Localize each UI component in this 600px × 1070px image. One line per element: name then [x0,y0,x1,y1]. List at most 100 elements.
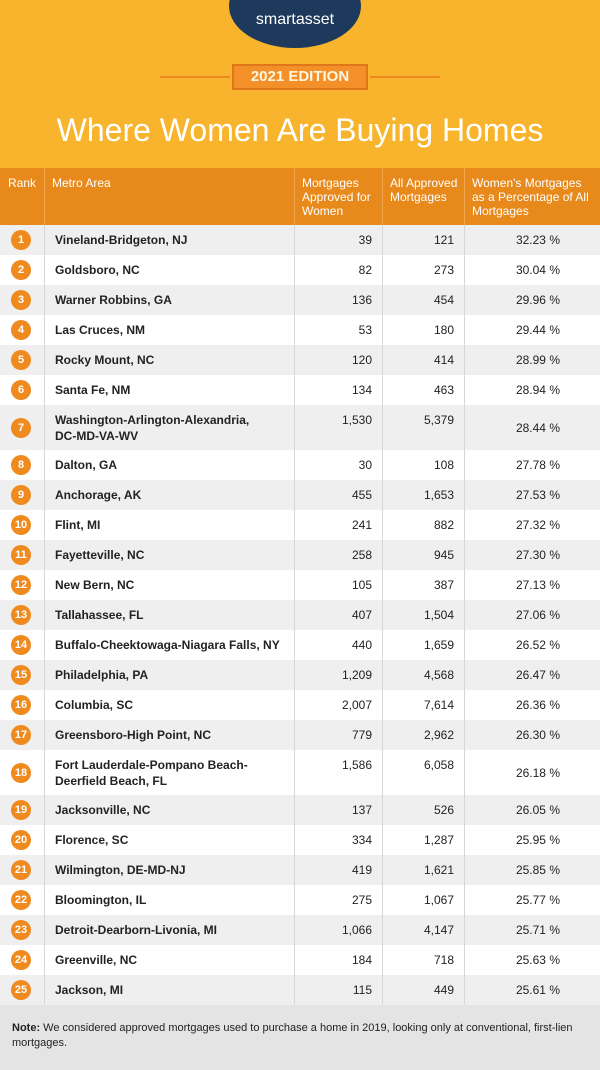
number-cell: 1,504 [382,600,464,630]
number: 108 [433,458,454,472]
metro-cell: Bloomington, IL [44,885,294,915]
number-cell: 120 [294,345,382,375]
rank-badge: 17 [11,725,31,745]
number: 1,586 [341,758,372,772]
col-divider [464,168,465,225]
number-cell: 463 [382,375,464,405]
percent: 26.30 % [515,728,560,742]
rank-cell: 15 [0,660,44,690]
number: 275 [351,893,372,907]
percent: 27.06 % [515,608,560,622]
metro-line: Fort Lauderdale-Pompano Beach- [55,757,248,772]
metro-line: Las Cruces, NM [55,323,146,337]
metro-line: Wilmington, DE-MD-NJ [55,863,186,877]
metro: New Bern, NC [55,577,134,593]
rank-badge: 9 [11,485,31,505]
metro-line: Tallahassee, FL [55,608,144,622]
metro-cell: Buffalo-Cheektowaga-Niagara Falls, NY [44,630,294,660]
number-cell: 82 [294,255,382,285]
column-header: All Approved Mortgages [390,176,458,204]
metro-line: Columbia, SC [55,698,134,712]
metro-cell: Fort Lauderdale-Pompano Beach- Deerfield … [44,750,294,795]
rank-badge: 3 [11,290,31,310]
table-row: 14 Buffalo-Cheektowaga-Niagara Falls, NY 4… [0,630,600,660]
rank-cell: 4 [0,315,44,345]
number: 1,659 [423,638,454,652]
rank-cell: 22 [0,885,44,915]
number: 273 [433,263,454,277]
rank-badge: 2 [11,260,31,280]
number: 407 [351,608,372,622]
metro: Wilmington, DE-MD-NJ [55,862,186,878]
number: 82 [358,263,372,277]
metro-line: Jacksonville, NC [55,803,151,817]
rank-badge: 21 [11,860,31,880]
metro-line: Vineland-Bridgeton, NJ [55,233,188,247]
metro-cell: Warner Robbins, GA [44,285,294,315]
rank-badge: 20 [11,830,31,850]
number-cell: 273 [382,255,464,285]
percent-cell: 27.30 % [464,540,600,570]
rule [370,76,440,78]
metro: Goldsboro, NC [55,262,140,278]
metro: Greenville, NC [55,952,137,968]
metro-cell: Jackson, MI [44,975,294,1005]
rank-cell: 20 [0,825,44,855]
number: 180 [433,323,454,337]
number: 449 [433,983,454,997]
number: 121 [433,233,454,247]
number-cell: 258 [294,540,382,570]
rank-badge: 1 [11,230,31,250]
rank-cell: 25 [0,975,44,1005]
col-divider [294,168,295,225]
rank-cell: 21 [0,855,44,885]
number: 2,007 [341,698,372,712]
number-cell: 882 [382,510,464,540]
number: 115 [352,983,372,997]
number: 1,504 [423,608,454,622]
number-cell: 4,568 [382,660,464,690]
percent-cell: 29.96 % [464,285,600,315]
rank-cell: 11 [0,540,44,570]
number-cell: 115 [294,975,382,1005]
metro-line: Anchorage, AK [55,488,142,502]
number: 241 [351,518,372,532]
percent-cell: 27.53 % [464,480,600,510]
number-cell: 455 [294,480,382,510]
metro: Rocky Mount, NC [55,352,154,368]
metro-cell: Flint, MI [44,510,294,540]
number: 779 [351,728,372,742]
number: 136 [351,293,372,307]
number: 53 [358,323,372,337]
footnote: Note: We considered approved mortgages u… [0,1005,600,1070]
table-header: Rank Metro Area Mortgages Approved for Wom… [0,168,600,225]
metro-cell: Tallahassee, FL [44,600,294,630]
metro-cell: Fayetteville, NC [44,540,294,570]
number-cell: 414 [382,345,464,375]
metro: Detroit-Dearborn-Livonia, MI [55,922,217,938]
metro-line: Philadelphia, PA [55,668,149,682]
metro-cell: Las Cruces, NM [44,315,294,345]
rank-badge: 4 [11,320,31,340]
number: 1,621 [423,863,454,877]
number: 5,379 [423,413,454,427]
percent-cell: 29.44 % [464,315,600,345]
note-text: We considered approved mortgages used to… [12,1022,573,1049]
metro-line: Bloomington, IL [55,893,147,907]
percent: 27.78 % [515,458,560,472]
percent: 28.99 % [515,353,560,367]
percent: 27.53 % [515,488,560,502]
table-row: 17 Greensboro-High Point, NC 779 2,962 26.30… [0,720,600,750]
metro: Columbia, SC [55,697,133,713]
metro-cell: Anchorage, AK [44,480,294,510]
table-row: 20 Florence, SC 334 1,287 25.95 % [0,825,600,855]
rank-badge: 8 [11,455,31,475]
header: smartasset 2021 EDITION Where Women Are … [0,0,600,168]
number-cell: 275 [294,885,382,915]
rank-cell: 10 [0,510,44,540]
percent: 27.30 % [515,548,560,562]
rank-badge: 15 [11,665,31,685]
table-row: 22 Bloomington, IL 275 1,067 25.77 % [0,885,600,915]
number: 718 [433,953,454,967]
